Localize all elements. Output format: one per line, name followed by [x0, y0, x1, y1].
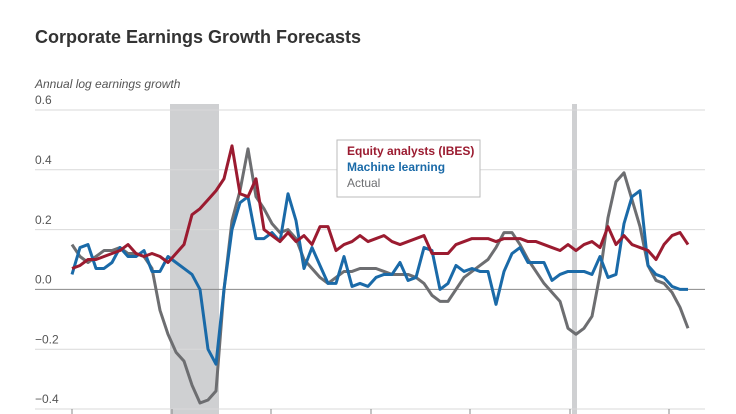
y-tick-label: 0.6: [35, 93, 52, 107]
y-axis-label: Annual log earnings growth: [34, 77, 181, 91]
recession-shade: [572, 104, 577, 414]
legend: Equity analysts (IBES) Machine learning Ac…: [347, 144, 474, 190]
lines: [70, 144, 690, 405]
y-tick-label: 0.2: [35, 213, 52, 227]
recession-shade: [170, 104, 219, 414]
y-tick-label: 0.4: [35, 153, 52, 167]
legend-label: Equity analysts (IBES): [347, 144, 474, 158]
legend-label: Machine learning: [347, 160, 445, 174]
x-ticks: [71, 409, 670, 414]
series-line: [70, 147, 690, 405]
grid: 0.6 0.4 0.2 0.0 −0.2 −0.4: [35, 93, 705, 410]
legend-box: [336, 139, 481, 198]
series-line: [71, 144, 690, 270]
y-tick-label: −0.2: [35, 332, 59, 346]
legend-label: Actual: [347, 176, 380, 190]
y-tick-label: −0.4: [35, 392, 59, 406]
y-tick-label: 0.0: [35, 273, 52, 287]
series-line: [70, 189, 688, 366]
chart-title: Corporate Earnings Growth Forecasts: [35, 27, 361, 47]
